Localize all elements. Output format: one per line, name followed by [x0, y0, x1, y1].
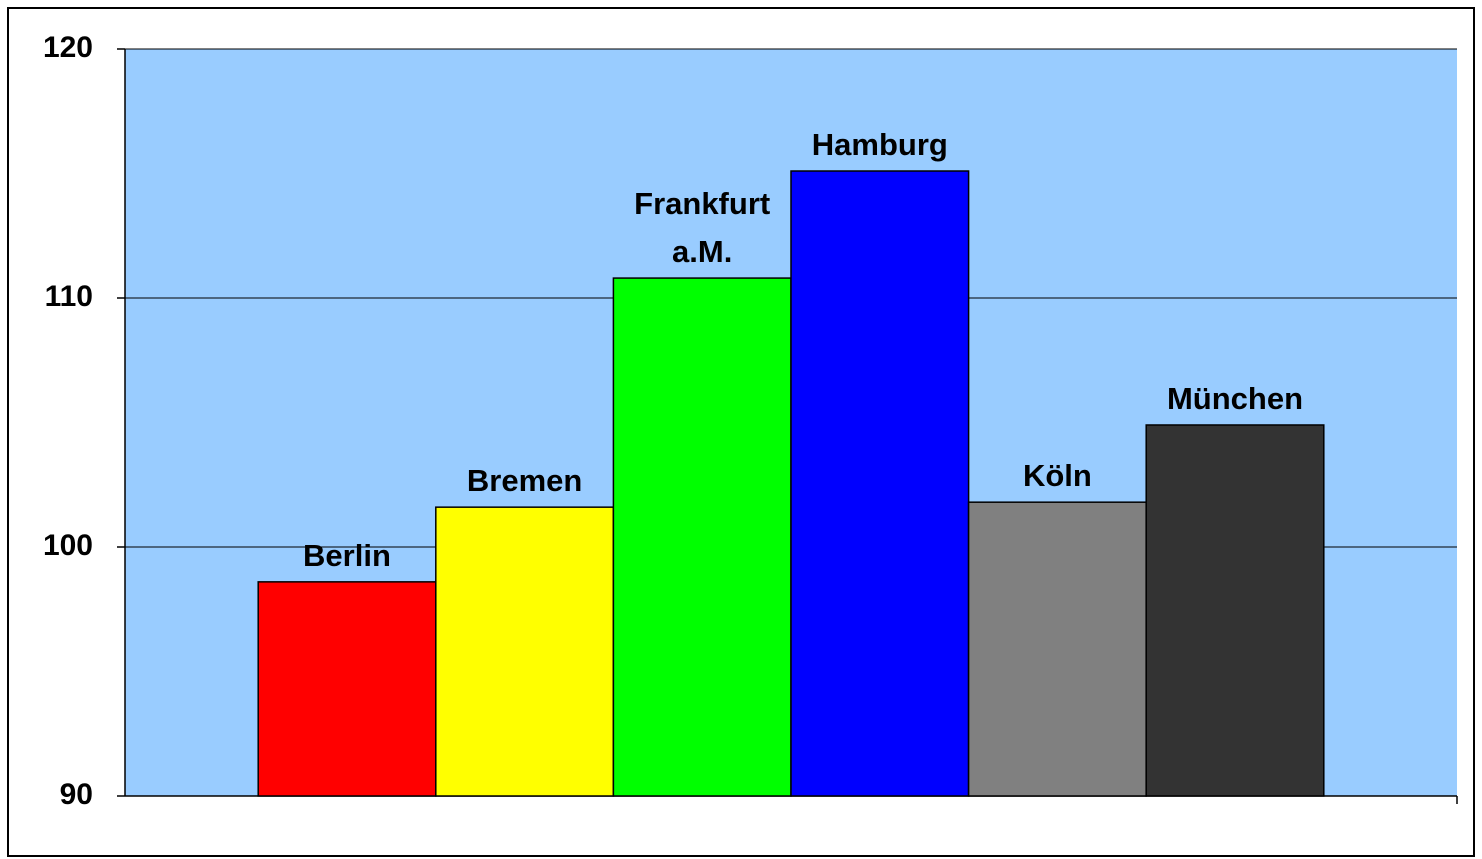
bar-label: Bremen — [466, 463, 583, 499]
y-tick-label: 120 — [43, 31, 93, 64]
bar — [435, 506, 615, 797]
bar-label: Frankfurt a.M. — [634, 186, 771, 270]
bar — [967, 501, 1147, 797]
y-tick-label: 90 — [60, 778, 93, 811]
bar — [1145, 424, 1325, 797]
bar-label: Berlin — [303, 537, 391, 573]
bar — [257, 581, 437, 797]
bar — [612, 277, 792, 797]
bar-label: München — [1166, 381, 1304, 416]
bar-label: Hamburg — [811, 127, 948, 163]
y-tick-label: 100 — [43, 529, 93, 562]
bar — [790, 170, 970, 797]
y-tick-label: 110 — [45, 280, 93, 313]
bar-label: Köln — [1022, 458, 1092, 494]
